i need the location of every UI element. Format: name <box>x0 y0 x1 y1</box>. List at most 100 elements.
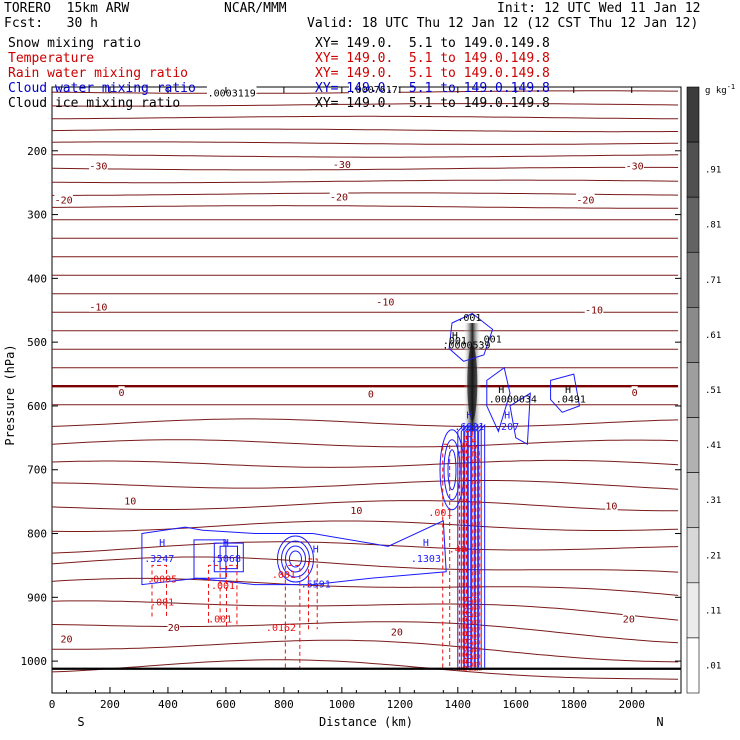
temperature-label: -10 <box>89 303 107 314</box>
field-xy-rain: XY= 149.0. 5.1 to 149.0.149.8 <box>315 66 550 81</box>
colorbar-swatch <box>686 637 700 694</box>
cloud-water-contours <box>141 312 581 668</box>
rain-contour <box>284 564 301 668</box>
label-backdrop <box>167 620 180 632</box>
cloud-tower-edge <box>443 439 461 501</box>
valid-time: Valid: 18 UTC Thu 12 Jan 12 (12 CST Thu … <box>307 16 699 31</box>
colorbar-swatch <box>686 362 700 418</box>
snow-core <box>467 344 478 421</box>
x-tick-label: 1000 <box>329 698 356 711</box>
rain-label: .0162 <box>266 623 296 634</box>
cloud-label: .6821 <box>454 422 484 433</box>
x-tick-label: 2000 <box>618 698 645 711</box>
colorbar-label: .91 <box>705 166 721 176</box>
colorbar-label: .41 <box>705 441 721 451</box>
cloud-band <box>141 520 447 586</box>
ice-label: .001 <box>443 336 467 347</box>
x-tick-label: 1600 <box>503 698 530 711</box>
temperature-label: -20 <box>330 192 348 203</box>
rain-contour <box>208 564 221 623</box>
colorbar-swatch <box>686 582 700 639</box>
colorbar-swatch <box>686 251 700 308</box>
label-backdrop <box>332 157 352 169</box>
isotherm-line <box>52 179 679 184</box>
field-name-cloud-ice: Cloud ice mixing ratio <box>8 96 181 111</box>
snow-label: .0007617 <box>350 85 398 96</box>
cloud-label: H <box>504 411 510 422</box>
ice-label: H <box>452 331 458 342</box>
temperature-label: 10 <box>605 502 617 513</box>
snow-label: .0003119 <box>208 88 256 99</box>
ice-label: .0000034 <box>489 395 537 406</box>
ice-label: .001 <box>457 313 481 324</box>
model-title: TORERO 15km ARW <box>4 1 130 16</box>
isotherm-line <box>52 459 679 468</box>
label-backdrop <box>89 159 108 171</box>
colorbar-label: .01 <box>705 661 721 671</box>
isotherm-line <box>52 141 679 145</box>
cloud-tower-edge <box>439 429 465 511</box>
label-backdrop <box>390 625 404 637</box>
rain-contour <box>151 564 167 617</box>
isotherm-line <box>52 480 679 490</box>
rain-shaft-contour <box>466 430 473 671</box>
label-backdrop <box>60 632 73 644</box>
org-title: NCAR/MMM <box>224 1 287 16</box>
isotherm-line <box>52 639 679 663</box>
cloud-tower-contour <box>478 423 486 668</box>
cloud-label: .5068 <box>211 554 241 565</box>
cloud-label: H <box>313 544 319 555</box>
cloud-label: .207 <box>495 422 519 433</box>
field-name-snow: Snow mixing ratio <box>8 36 142 51</box>
label-backdrop <box>367 387 374 399</box>
ice-label: H <box>565 385 571 396</box>
forecast-hour: Fcst: 30 h <box>4 16 98 31</box>
colorbar-swatch <box>686 86 700 143</box>
rain-water-contours <box>151 430 482 671</box>
rain-label: .001 <box>208 615 232 626</box>
isotherm-line <box>52 166 679 171</box>
cloud-label: .3247 <box>144 554 174 565</box>
label-backdrop <box>329 190 349 202</box>
y-tick-label: 800 <box>27 528 47 541</box>
colorbar-label: .21 <box>705 551 721 561</box>
rain-label: .001 <box>211 581 235 592</box>
ice-label: .0000539 <box>442 340 490 351</box>
colorbar-swatch <box>686 527 700 584</box>
isotherm-line <box>52 205 679 209</box>
temperature-label: 20 <box>623 615 635 626</box>
temperature-label: -20 <box>576 196 594 207</box>
field-name-rain: Rain water mixing ratio <box>8 66 189 81</box>
colorbar-swatch <box>686 196 700 253</box>
label-backdrop <box>118 386 125 398</box>
temperature-label: -10 <box>585 305 603 316</box>
x-tick-label: 0 <box>49 698 56 711</box>
isotherm-line <box>52 659 679 680</box>
cloud-tower-edge <box>447 449 457 491</box>
ice-contour <box>448 312 494 362</box>
y-tick-label: 500 <box>27 336 47 349</box>
label-backdrop <box>576 193 595 205</box>
cloud-tower-contour <box>474 423 482 668</box>
cloud-cell-ring <box>276 535 314 583</box>
y-tick-label: 900 <box>27 591 47 604</box>
rain-label: .40 <box>449 544 467 555</box>
y-tick-label: 200 <box>27 145 47 158</box>
rain-contour <box>308 558 318 630</box>
cloud-cell <box>193 539 227 579</box>
label-backdrop <box>124 494 137 506</box>
colorbar-label: .71 <box>705 276 721 286</box>
temperature-label: 20 <box>60 634 72 645</box>
temperature-label: 20 <box>168 623 180 634</box>
field-xy-temperature: XY= 149.0. 5.1 to 149.0.149.8 <box>315 51 550 66</box>
cloud-label: H <box>223 538 229 549</box>
colorbar: .01 .11 .21 .31 .41 .51 .61 .71 .81 .91 <box>686 86 721 694</box>
y-axis-label: Pressure (hPa) <box>3 344 17 445</box>
temperature-label: 0 <box>119 388 125 399</box>
temperature-label: -20 <box>55 196 73 207</box>
isotherm-line <box>52 128 679 133</box>
temperature-label: -30 <box>89 162 107 173</box>
x-axis-label: Distance (km) <box>319 715 413 729</box>
temperature-label: 0 <box>632 388 638 399</box>
